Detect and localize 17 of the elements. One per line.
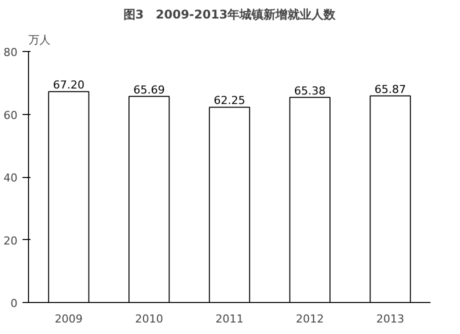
chart-title: 图3 2009-2013年城镇新增就业人数 [123, 8, 337, 22]
data-label: 65.69 [133, 83, 165, 96]
data-label: 65.87 [374, 82, 406, 96]
x-tick-label: 2013 [376, 312, 404, 326]
y-tick-label: 60 [4, 108, 18, 122]
x-tick-label: 2010 [135, 312, 164, 326]
data-label: 65.38 [294, 84, 326, 98]
data-label: 67.20 [52, 78, 84, 92]
y-tick-label: 80 [4, 46, 18, 59]
x-tick-label: 2009 [54, 312, 83, 326]
data-label: 62.25 [214, 94, 246, 108]
y-tick-label: 40 [4, 172, 18, 184]
x-tick-label: 2012 [296, 312, 324, 326]
y-tick-label: 20 [4, 234, 18, 248]
y-axis-title: 万人 [28, 34, 50, 46]
x-tick-label: 2011 [216, 312, 244, 326]
y-tick-label: 0 [10, 297, 18, 310]
